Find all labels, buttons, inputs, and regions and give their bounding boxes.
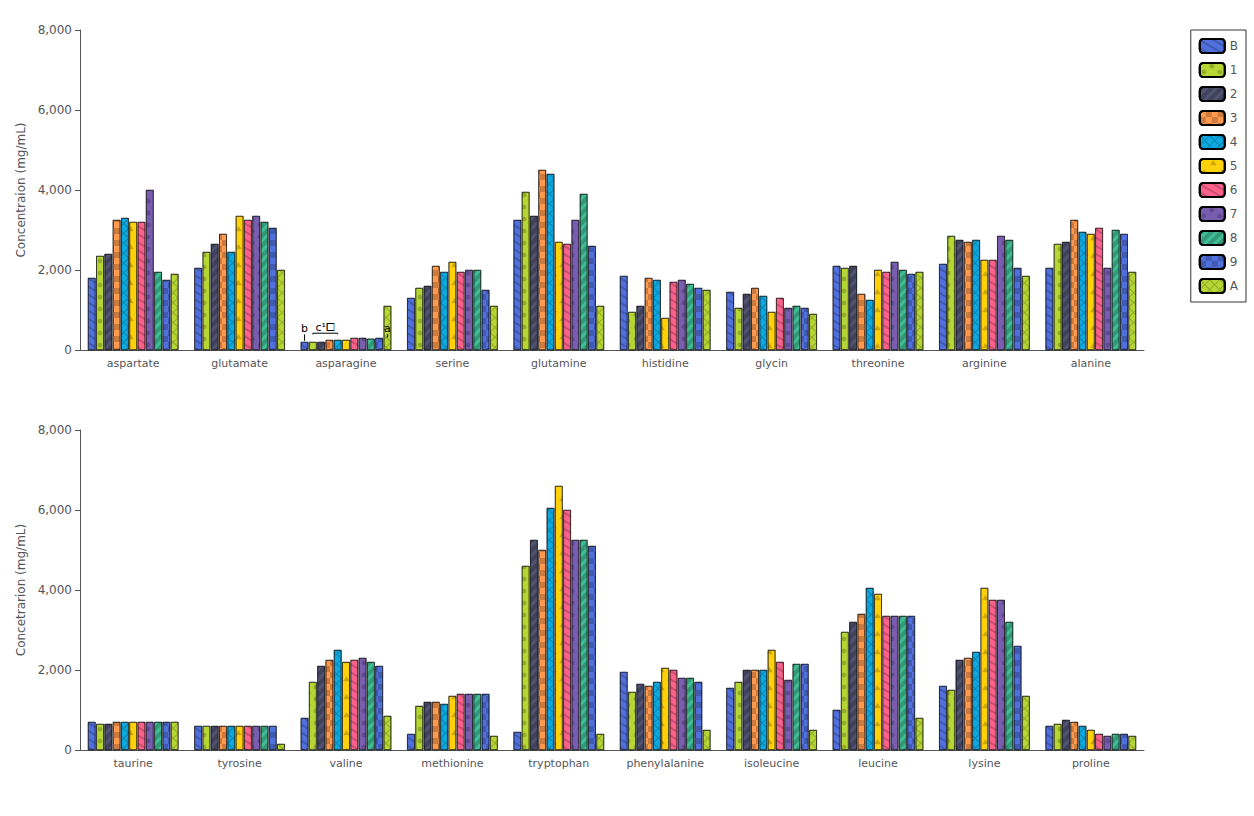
- svg-text:2: 2: [1230, 87, 1238, 101]
- svg-text:asparagine: asparagine: [315, 357, 376, 370]
- svg-text:glutamine: glutamine: [531, 357, 587, 370]
- svg-text:taurine: taurine: [114, 757, 154, 770]
- svg-text:lysine: lysine: [968, 757, 1000, 770]
- svg-text:valine: valine: [329, 757, 362, 770]
- svg-text:8,000: 8,000: [38, 423, 72, 437]
- svg-text:Concetrarion (mg/mL): Concetrarion (mg/mL): [14, 524, 28, 656]
- svg-text:glycin: glycin: [755, 357, 788, 370]
- svg-text:alanine: alanine: [1071, 357, 1112, 370]
- svg-text:5: 5: [1230, 159, 1238, 173]
- svg-text:1: 1: [1230, 63, 1238, 77]
- svg-text:c¹⧠: c¹⧠: [316, 321, 335, 334]
- svg-text:leucine: leucine: [858, 757, 898, 770]
- svg-text:0: 0: [64, 743, 72, 757]
- svg-text:B: B: [1230, 39, 1238, 53]
- svg-text:threonine: threonine: [852, 357, 905, 370]
- svg-text:proline: proline: [1072, 757, 1110, 770]
- svg-text:4,000: 4,000: [38, 583, 72, 597]
- svg-text:isoleucine: isoleucine: [744, 757, 799, 770]
- svg-text:6: 6: [1230, 183, 1238, 197]
- svg-text:aspartate: aspartate: [107, 357, 160, 370]
- svg-text:tyrosine: tyrosine: [217, 757, 262, 770]
- svg-text:0: 0: [64, 343, 72, 357]
- svg-text:9: 9: [1230, 255, 1238, 269]
- svg-text:A: A: [1230, 279, 1239, 293]
- svg-text:8,000: 8,000: [38, 23, 72, 37]
- svg-text:histidine: histidine: [642, 357, 689, 370]
- svg-text:6,000: 6,000: [38, 103, 72, 117]
- svg-text:Concentraion (mg/mL): Concentraion (mg/mL): [14, 122, 28, 257]
- svg-text:4: 4: [1230, 135, 1238, 149]
- svg-text:b: b: [301, 322, 308, 335]
- svg-text:8: 8: [1230, 231, 1238, 245]
- svg-text:6,000: 6,000: [38, 503, 72, 517]
- svg-text:2,000: 2,000: [38, 263, 72, 277]
- svg-text:glutamate: glutamate: [211, 357, 268, 370]
- svg-text:a: a: [384, 322, 391, 335]
- svg-text:4,000: 4,000: [38, 183, 72, 197]
- svg-text:methionine: methionine: [421, 757, 484, 770]
- svg-text:3: 3: [1230, 111, 1238, 125]
- svg-text:2,000: 2,000: [38, 663, 72, 677]
- svg-text:serine: serine: [435, 357, 469, 370]
- svg-text:phenylalanine: phenylalanine: [626, 757, 704, 770]
- svg-text:tryptophan: tryptophan: [528, 757, 589, 770]
- svg-text:arginine: arginine: [962, 357, 1007, 370]
- svg-text:7: 7: [1230, 207, 1238, 221]
